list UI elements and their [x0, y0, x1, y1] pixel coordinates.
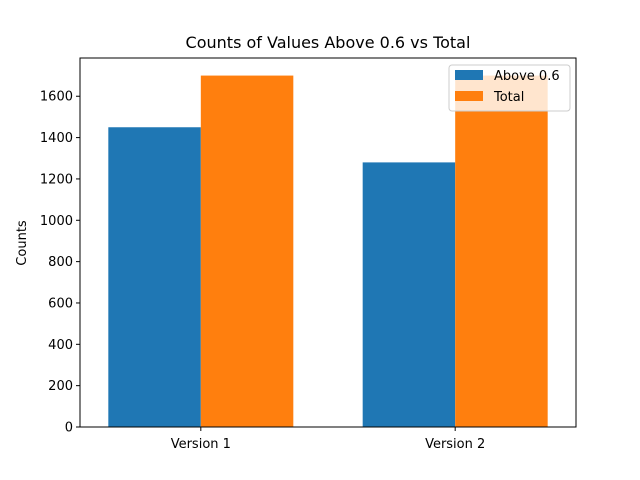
x-axis: Version 1 Version 2: [171, 427, 485, 452]
legend-label: Above 0.6: [494, 69, 560, 84]
y-tick-label: 0: [65, 421, 73, 436]
y-tick-label: 1200: [40, 172, 73, 187]
legend-swatch: [455, 70, 483, 80]
legend-swatch: [455, 91, 483, 101]
bars-group: [108, 75, 548, 428]
y-tick-label: 200: [48, 379, 73, 394]
y-tick-label: 1600: [40, 90, 73, 105]
bar-total-2: [455, 75, 548, 428]
x-tick-label: Version 2: [425, 437, 485, 452]
chart-title: Counts of Values Above 0.6 vs Total: [186, 33, 471, 52]
y-tick-label: 1000: [40, 214, 73, 229]
bar-above-0-6-2: [362, 162, 456, 427]
legend-label: Total: [493, 90, 524, 105]
plot-frame: [79, 57, 577, 428]
bar-total-1: [200, 75, 294, 428]
y-axis-label: Counts: [15, 220, 30, 266]
x-tick-label: Version 1: [171, 437, 231, 452]
y-tick-label: 600: [48, 296, 73, 311]
bar-above-0-6-1: [108, 127, 201, 427]
legend: Above 0.6 Total: [448, 64, 571, 112]
y-axis: 0 200 400 600 800 1000 1200 1400 1600: [40, 90, 80, 436]
y-tick-label: 1400: [40, 131, 73, 146]
y-tick-label: 800: [48, 255, 73, 270]
y-tick-label: 400: [48, 338, 73, 353]
